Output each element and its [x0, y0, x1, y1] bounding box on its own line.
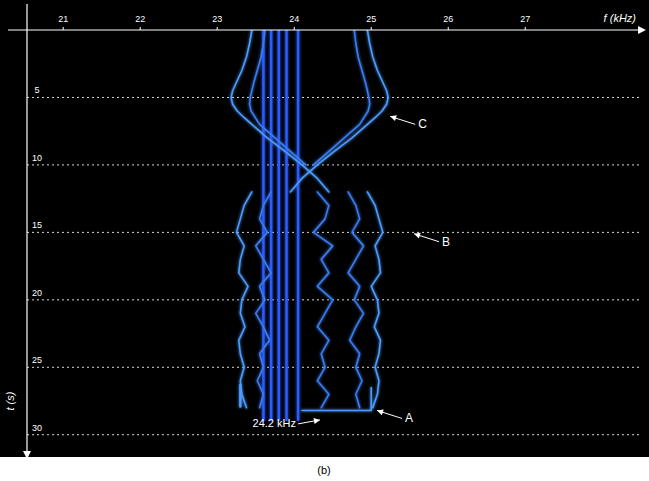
grid-line	[27, 232, 640, 233]
trace	[313, 192, 332, 408]
annotation-arrowhead	[377, 409, 384, 415]
x-tick-label: 21	[58, 14, 68, 24]
x-tick	[294, 27, 295, 30]
trace	[239, 385, 241, 407]
annotation-arrowhead	[390, 115, 397, 121]
annotation: 24.2 kHz	[253, 417, 296, 429]
x-tick-label: 26	[443, 14, 453, 24]
x-axis	[8, 29, 644, 30]
y-axis-title: t (s)	[4, 391, 16, 410]
annotation: B	[442, 235, 450, 249]
trace	[236, 192, 251, 408]
y-tick-label: 25	[32, 355, 42, 365]
y-tick-label: 5	[34, 85, 39, 95]
x-tick	[63, 27, 64, 30]
trace	[367, 192, 382, 408]
x-axis-title: f (kHz)	[604, 12, 637, 24]
trace	[270, 30, 272, 420]
y-axis-arrow	[23, 451, 31, 459]
y-tick-label: 10	[32, 153, 42, 163]
y-tick-label: 15	[32, 220, 42, 230]
x-tick	[371, 27, 372, 30]
trace	[297, 30, 299, 420]
trace	[313, 30, 369, 165]
y-tick-label: 30	[32, 423, 42, 433]
x-tick	[448, 27, 449, 30]
trace	[302, 388, 371, 411]
x-tick-label: 22	[135, 14, 145, 24]
x-tick	[140, 27, 141, 30]
grid-line	[27, 164, 640, 165]
x-tick	[217, 27, 218, 30]
x-tick-label: 27	[520, 14, 530, 24]
grid-line	[27, 434, 640, 435]
annotation-arrowhead	[414, 233, 421, 239]
trace	[256, 192, 271, 408]
x-tick-label: 23	[212, 14, 222, 24]
y-tick-label: 20	[32, 288, 42, 298]
annotation: A	[405, 411, 413, 425]
x-tick-label: 25	[366, 14, 376, 24]
trace	[290, 30, 388, 192]
y-axis	[26, 4, 27, 457]
x-tick	[525, 27, 526, 30]
chart: 21 22 23 24 25 26 27 5 10 15 20 25 30 f (kHz) t (s) C B A…	[0, 0, 649, 481]
x-tick-label: 24	[289, 14, 299, 24]
caption: (b)	[317, 464, 330, 476]
annotation: C	[418, 117, 427, 131]
traces	[231, 30, 388, 420]
trace	[250, 30, 306, 165]
trace	[348, 192, 363, 408]
trace	[285, 30, 287, 420]
x-axis-arrow	[638, 26, 646, 34]
trace	[278, 30, 280, 420]
background	[0, 0, 649, 457]
annotation-arrowhead	[314, 418, 320, 424]
grid-line	[27, 367, 640, 368]
grid-line	[27, 97, 640, 98]
